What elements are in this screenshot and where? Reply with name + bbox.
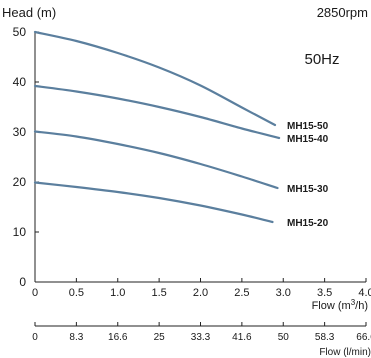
x2-tick-label: 25 bbox=[154, 332, 166, 343]
series-label: MH15-20 bbox=[287, 218, 329, 229]
y-tick-label: 40 bbox=[13, 75, 27, 89]
y-tick-label: 30 bbox=[13, 125, 27, 139]
x2-tick-label: 50 bbox=[278, 332, 290, 343]
x-tick-label: 4.0 bbox=[358, 287, 371, 299]
x2-tick-label: 41.6 bbox=[232, 332, 252, 343]
frequency-label: 50Hz bbox=[304, 51, 339, 68]
x-tick-label: 0.5 bbox=[69, 287, 84, 299]
x-axis-unit-exponent: 3 bbox=[351, 298, 356, 307]
x2-tick-label: 0 bbox=[32, 332, 38, 343]
x-tick-label: 1.0 bbox=[110, 287, 125, 299]
y-tick-label: 20 bbox=[13, 175, 27, 189]
x2-tick-label: 16.6 bbox=[108, 332, 128, 343]
curve-mh15-40 bbox=[33, 84, 281, 140]
y-tick-label: 0 bbox=[19, 275, 26, 289]
x2-tick-label: 58.3 bbox=[315, 332, 335, 343]
series-label: MH15-40 bbox=[287, 134, 329, 145]
curve-mh15-50 bbox=[33, 30, 277, 127]
x-axis-title-word: Flow bbox=[312, 300, 335, 312]
series-label: MH15-50 bbox=[287, 121, 329, 132]
secondary-flow-axis: 0 8.3 16.6 25 33.3 41.6 50 58.3 66.6 bbox=[32, 322, 371, 343]
x2-tick-label: 33.3 bbox=[191, 332, 211, 343]
curves: MH15-50 MH15-40 MH15-30 MH15-20 bbox=[33, 30, 329, 229]
series-label: MH15-30 bbox=[287, 184, 329, 195]
speed-label: 2850rpm bbox=[317, 5, 368, 20]
x-tick-label: 2.0 bbox=[193, 287, 208, 299]
x-axis-title: Flow (m3/h) bbox=[312, 298, 368, 312]
x-tick-label: 1.5 bbox=[151, 287, 166, 299]
y-axis-title: Head (m) bbox=[2, 5, 56, 20]
y-tick-label: 50 bbox=[13, 25, 27, 39]
x-tick-label: 3.0 bbox=[276, 287, 291, 299]
x-axis2-title: Flow (l/min) bbox=[319, 347, 371, 358]
x-tick-label: 0 bbox=[32, 287, 38, 299]
x-axis-unit-prefix: (m bbox=[338, 300, 351, 312]
curve-mh15-20 bbox=[33, 181, 274, 224]
x-tick-label: 2.5 bbox=[234, 287, 249, 299]
axes: 0 0.5 1.0 1.5 2.0 2.5 3.0 3.5 4.0 0 10 20 30 40 50 bbox=[13, 25, 371, 299]
x2-tick-label: 66.6 bbox=[356, 332, 371, 343]
y-tick-label: 10 bbox=[13, 225, 27, 239]
x2-tick-label: 8.3 bbox=[69, 332, 83, 343]
x-axis-unit-suffix: /h) bbox=[355, 300, 368, 312]
curve-mh15-30 bbox=[33, 130, 279, 190]
x-tick-label: 3.5 bbox=[317, 287, 332, 299]
